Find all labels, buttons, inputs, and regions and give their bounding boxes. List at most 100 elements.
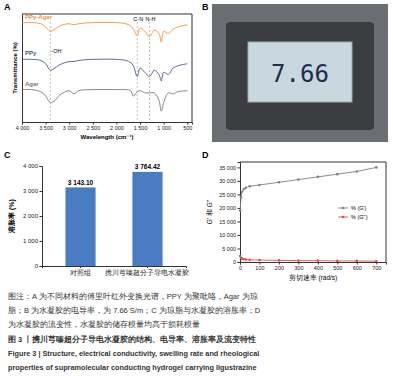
- tick-mark: [238, 194, 241, 195]
- tick: 500: [183, 122, 192, 131]
- marker: [336, 173, 339, 176]
- panel-letter: D: [202, 150, 209, 160]
- tick-label: 300: [294, 265, 303, 271]
- tick: 0: [233, 259, 240, 265]
- series-line: [22, 89, 187, 111]
- annotation-line: [137, 22, 138, 122]
- annotation: N-H: [146, 16, 156, 22]
- data-label: 3 143.10: [68, 179, 94, 186]
- caption-title-en: Figure 3 | Structure, electrical conduct…: [8, 349, 259, 358]
- tick: 携川芎嗪超分子导电水凝胶: [105, 266, 189, 277]
- lcd-screen: [248, 42, 352, 102]
- tick-label: 10 000: [219, 232, 236, 238]
- marker: [258, 184, 261, 187]
- tick-mark: [238, 248, 241, 249]
- tick: 30 000: [219, 178, 240, 184]
- photo: [212, 4, 388, 142]
- tick-mark: [40, 266, 43, 267]
- tick-label: 500: [183, 125, 192, 131]
- caption-note: 为水凝胶的流变性，水凝胶的储存模量均高于损耗模量: [8, 320, 200, 329]
- data-label: 3 764.42: [135, 163, 161, 170]
- legend-swatch: [338, 208, 348, 209]
- tick-mark: [40, 166, 43, 167]
- tick-label: 3 500: [39, 125, 53, 131]
- legend-marker: [342, 207, 345, 210]
- tick: 1 500: [134, 122, 148, 131]
- tick-label: 400: [314, 265, 323, 271]
- axis: 4 0003 5003 0002 5002 0001 5001 000500: [16, 122, 193, 131]
- tick: 25 000: [219, 192, 240, 198]
- frame: [386, 162, 387, 262]
- marker: [248, 259, 251, 262]
- axis-line: [238, 163, 241, 263]
- tick-label: 100: [255, 265, 264, 271]
- tick-mark: [238, 235, 241, 236]
- series-line: [22, 59, 187, 81]
- tick-label: 2 000: [23, 213, 39, 219]
- series-label: PPy-Agar: [25, 14, 53, 20]
- tick: 5 000: [222, 246, 240, 252]
- marker: [317, 259, 320, 262]
- tick-mark: [238, 221, 241, 222]
- plot-area: [65, 172, 162, 266]
- plot-area: [22, 22, 187, 111]
- marker: [356, 260, 359, 262]
- tick-label: 200: [275, 265, 284, 271]
- device: [226, 22, 374, 130]
- tick-label: 15 000: [219, 219, 236, 225]
- bar: [65, 187, 95, 266]
- marker: [297, 178, 300, 181]
- x-axis-title: Wavelength (cm⁻¹): [81, 134, 134, 140]
- tick-label: 600: [353, 265, 362, 271]
- marker: [317, 176, 320, 179]
- tick: 10 000: [219, 232, 240, 238]
- tick: 3 500: [39, 122, 53, 131]
- legend-swatch: [338, 217, 348, 218]
- axis-line: [22, 15, 23, 123]
- tick: 300: [294, 262, 303, 271]
- panel-letter: A: [4, 2, 11, 12]
- marker: [245, 186, 248, 189]
- marker: [278, 259, 281, 262]
- tick: 4 000: [16, 122, 30, 131]
- y-axis-title: 溶胀率 (%): [7, 199, 16, 234]
- tick: 700: [372, 262, 381, 271]
- axis: 05 00010 00015 00020 00025 00030 00035 0…: [219, 163, 240, 266]
- annotation-line: [50, 22, 51, 122]
- marker: [240, 196, 243, 199]
- tick: 2 000: [110, 122, 124, 131]
- tick: 2 000: [23, 213, 42, 219]
- tick: 0: [239, 262, 242, 271]
- marker: [375, 166, 378, 169]
- tick-mark: [238, 181, 241, 182]
- marker: [245, 258, 248, 261]
- legend-label: % (G'): [351, 205, 367, 211]
- y-axis-title: Transmittance (%): [12, 42, 18, 94]
- tick-label: 对照组: [70, 269, 91, 277]
- tick: 500: [333, 262, 342, 271]
- panel-letter: B: [202, 2, 209, 12]
- tick-mark: [40, 216, 43, 217]
- tick-label: 2 000: [110, 125, 124, 131]
- marker: [297, 259, 300, 262]
- tick: 1 000: [157, 122, 171, 131]
- tick: 0: [35, 263, 42, 269]
- tick: 3 000: [63, 122, 77, 131]
- marker: [240, 257, 243, 260]
- caption-title: 图 3 丨携川芎嗪超分子导电水凝胶的结构、电导率、溶胀率及流变特性: [8, 334, 256, 344]
- tick-label: 4 000: [16, 125, 30, 131]
- series-label: PPy: [25, 50, 37, 56]
- y-axis-title: G' 和 G'': [206, 200, 213, 224]
- tick-label: 4 000: [23, 163, 39, 169]
- bar: [132, 172, 162, 266]
- frame: [192, 14, 193, 122]
- tick-label: 5 000: [222, 246, 236, 252]
- tick-mark: [238, 208, 241, 209]
- marker: [278, 181, 281, 184]
- marker: [248, 185, 251, 188]
- tick-label: 500: [333, 265, 342, 271]
- tick: 200: [275, 262, 284, 271]
- series-label: Agar: [25, 81, 39, 87]
- annotation: -OH: [51, 48, 61, 54]
- tick-mark: [238, 262, 241, 263]
